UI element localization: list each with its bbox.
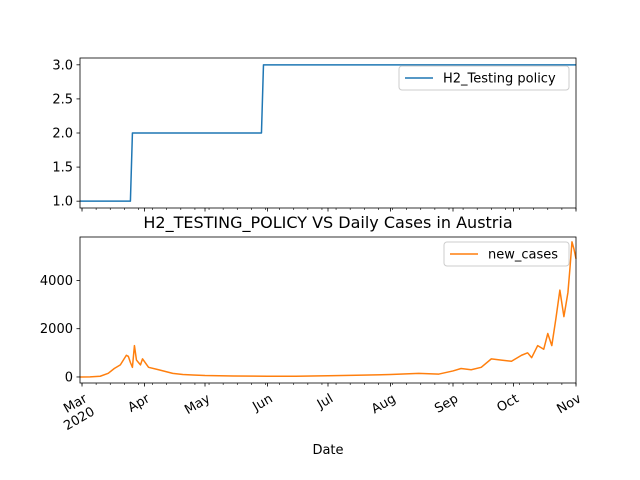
bottom-x-axis-label: Date — [312, 443, 343, 458]
top-y-tick-label-0: 1.0 — [52, 195, 73, 210]
bottom-legend: new_cases — [443, 241, 570, 267]
top-y-ticks: 1.0 1.5 2.0 2.5 3.0 — [52, 58, 80, 210]
bottom-series-lines — [79, 241, 577, 378]
top-legend-label: H2_Testing policy — [443, 72, 556, 87]
bottom-legend-label: new_cases — [488, 248, 558, 263]
top-series-line-0 — [80, 64, 576, 202]
top-legend-box — [398, 65, 570, 91]
bottom-y-tick-label-1: 2000 — [40, 322, 73, 337]
top-y-tick-label-3: 2.5 — [52, 92, 73, 107]
bottom-legend-box — [443, 241, 570, 267]
top-series-lines — [80, 64, 576, 202]
top-x-ticks — [81, 208, 577, 212]
bottom-y-tick-label-0: 0 — [65, 370, 73, 385]
top-legend: H2_Testing policy — [398, 65, 570, 91]
top-subplot: 1.0 1.5 2.0 2.5 3.0 H2_Testing policy — [52, 57, 577, 212]
top-y-tick-label-4: 3.0 — [52, 58, 73, 73]
bottom-y-ticks: 0 2000 4000 — [40, 274, 80, 385]
bottom-chart-title: H2_TESTING_POLICY VS Daily Cases in Aust… — [143, 213, 512, 233]
bottom-y-tick-label-2: 4000 — [40, 274, 73, 289]
top-y-tick-label-2: 2.0 — [52, 127, 73, 142]
top-y-tick-label-1: 1.5 — [52, 161, 73, 176]
bottom-series-line-0 — [79, 241, 577, 378]
bottom-x-tick-label-4: Jul — [314, 391, 336, 412]
